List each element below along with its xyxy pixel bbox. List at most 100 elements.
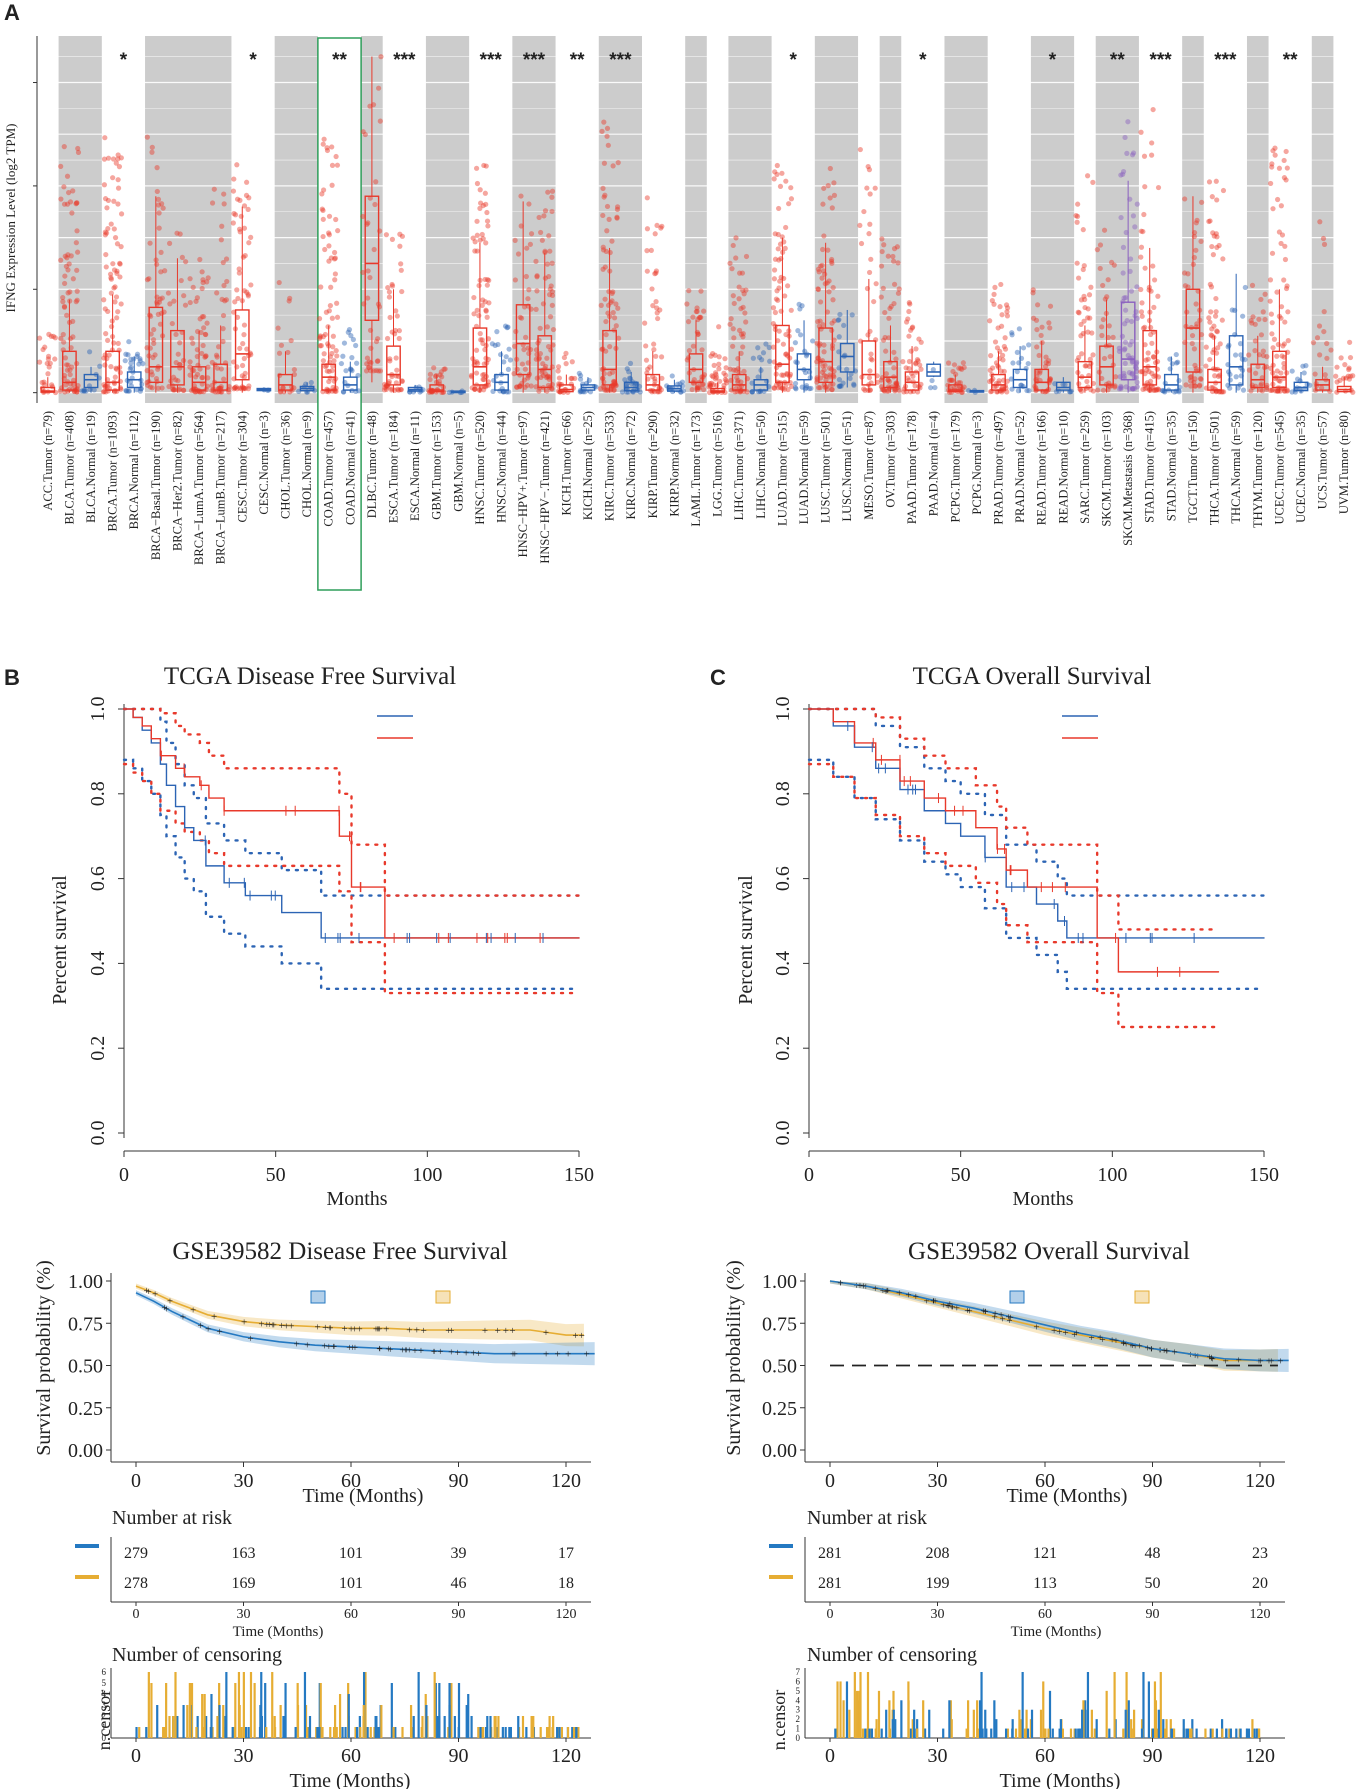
data-point [495,341,501,348]
censor-bar [530,1716,533,1738]
data-point [723,365,729,371]
data-point [329,350,335,357]
data-point [1283,285,1290,292]
censor-mark: + [1192,1350,1198,1362]
data-point [777,278,783,284]
data-point [237,229,243,235]
data-point [74,228,80,234]
data-point [1235,385,1241,391]
censor-bar [558,1727,561,1738]
data-point [1078,321,1084,328]
data-point [114,315,120,321]
y-tick-label: 0.4 [772,951,794,976]
data-point [739,270,746,276]
data-point [1280,343,1286,349]
data-point [959,366,965,372]
data-point [549,260,555,266]
data-point [1274,388,1280,394]
data-point [1075,201,1081,207]
data-point [1246,352,1252,358]
y-tick-label: 0.2 [87,1036,109,1061]
data-point [1147,387,1153,393]
data-point [932,384,938,391]
x-tick-label: READ.Normal (n=10) [1056,411,1070,524]
x-tick-label: 0 [804,1164,814,1186]
censor-bar [1029,1719,1032,1738]
censor-bar [480,1727,483,1738]
data-point [151,340,157,346]
significance-mark: *** [393,50,416,71]
data-point [946,377,953,383]
data-point [786,201,792,207]
data-point [766,344,772,351]
data-point [1142,324,1148,330]
censor-bar [1078,1728,1081,1738]
data-point [211,186,217,192]
censor-mark: + [1120,1338,1126,1350]
censor-bar [539,1727,542,1738]
data-point [472,248,478,254]
data-point [70,188,76,194]
data-point [476,387,483,393]
data-point [221,282,227,289]
data-point [245,293,251,299]
censor-mark: + [164,1303,170,1315]
data-point [792,380,799,387]
data-point [389,283,396,289]
data-point [731,300,737,307]
data-point [68,253,74,259]
data-point [1321,328,1327,335]
data-point [1014,349,1020,355]
censor-y-tick-label: 6 [102,1667,107,1677]
data-point [115,340,121,347]
censor-bar [1130,1719,1133,1738]
data-point [906,300,912,306]
censor-mark: + [924,1295,930,1307]
censor-bar [373,1727,376,1738]
x-tick-label: KICH.Normal (n=25) [581,411,595,520]
data-point [1030,287,1036,293]
data-point [494,329,500,335]
data-point [183,259,189,265]
data-point [479,302,485,309]
data-point [885,377,891,383]
data-point [736,385,743,391]
data-point [1018,382,1024,388]
data-point [823,373,829,379]
box-iqr [861,340,877,386]
censor-mark: + [383,1323,389,1335]
x-tick-label: KIRP.Normal (n=32) [667,411,681,517]
data-point [473,347,480,353]
data-point [367,274,373,281]
data-point [653,353,659,359]
y-tick-label: 0.50 [762,1356,797,1378]
data-point [1138,244,1145,250]
data-point [709,380,715,386]
censor-bar [1164,1728,1167,1738]
data-point [690,314,696,320]
censor-bar [1019,1719,1022,1738]
data-point [154,261,160,267]
data-point [867,368,873,374]
censor-bar [1251,1719,1254,1738]
data-point [695,316,701,323]
data-point [544,355,550,361]
data-point [866,231,872,237]
data-point [994,345,1001,351]
data-point [1267,387,1273,393]
data-point [241,332,247,338]
censor-mark: + [949,1301,955,1313]
data-point [442,366,448,372]
censor-bar [1023,1728,1027,1738]
censor-bar [866,1672,870,1738]
data-point [1150,354,1157,360]
x-tick-label: 90 [1143,1470,1163,1492]
data-point [527,241,533,247]
data-point [1207,218,1213,224]
censor-mark: + [947,1299,953,1311]
censor-bar [1030,1709,1034,1738]
box-iqr [602,329,617,386]
data-point [857,146,863,153]
risk-x-tick-label: 90 [1146,1607,1160,1622]
censor-bar [1021,1672,1024,1738]
